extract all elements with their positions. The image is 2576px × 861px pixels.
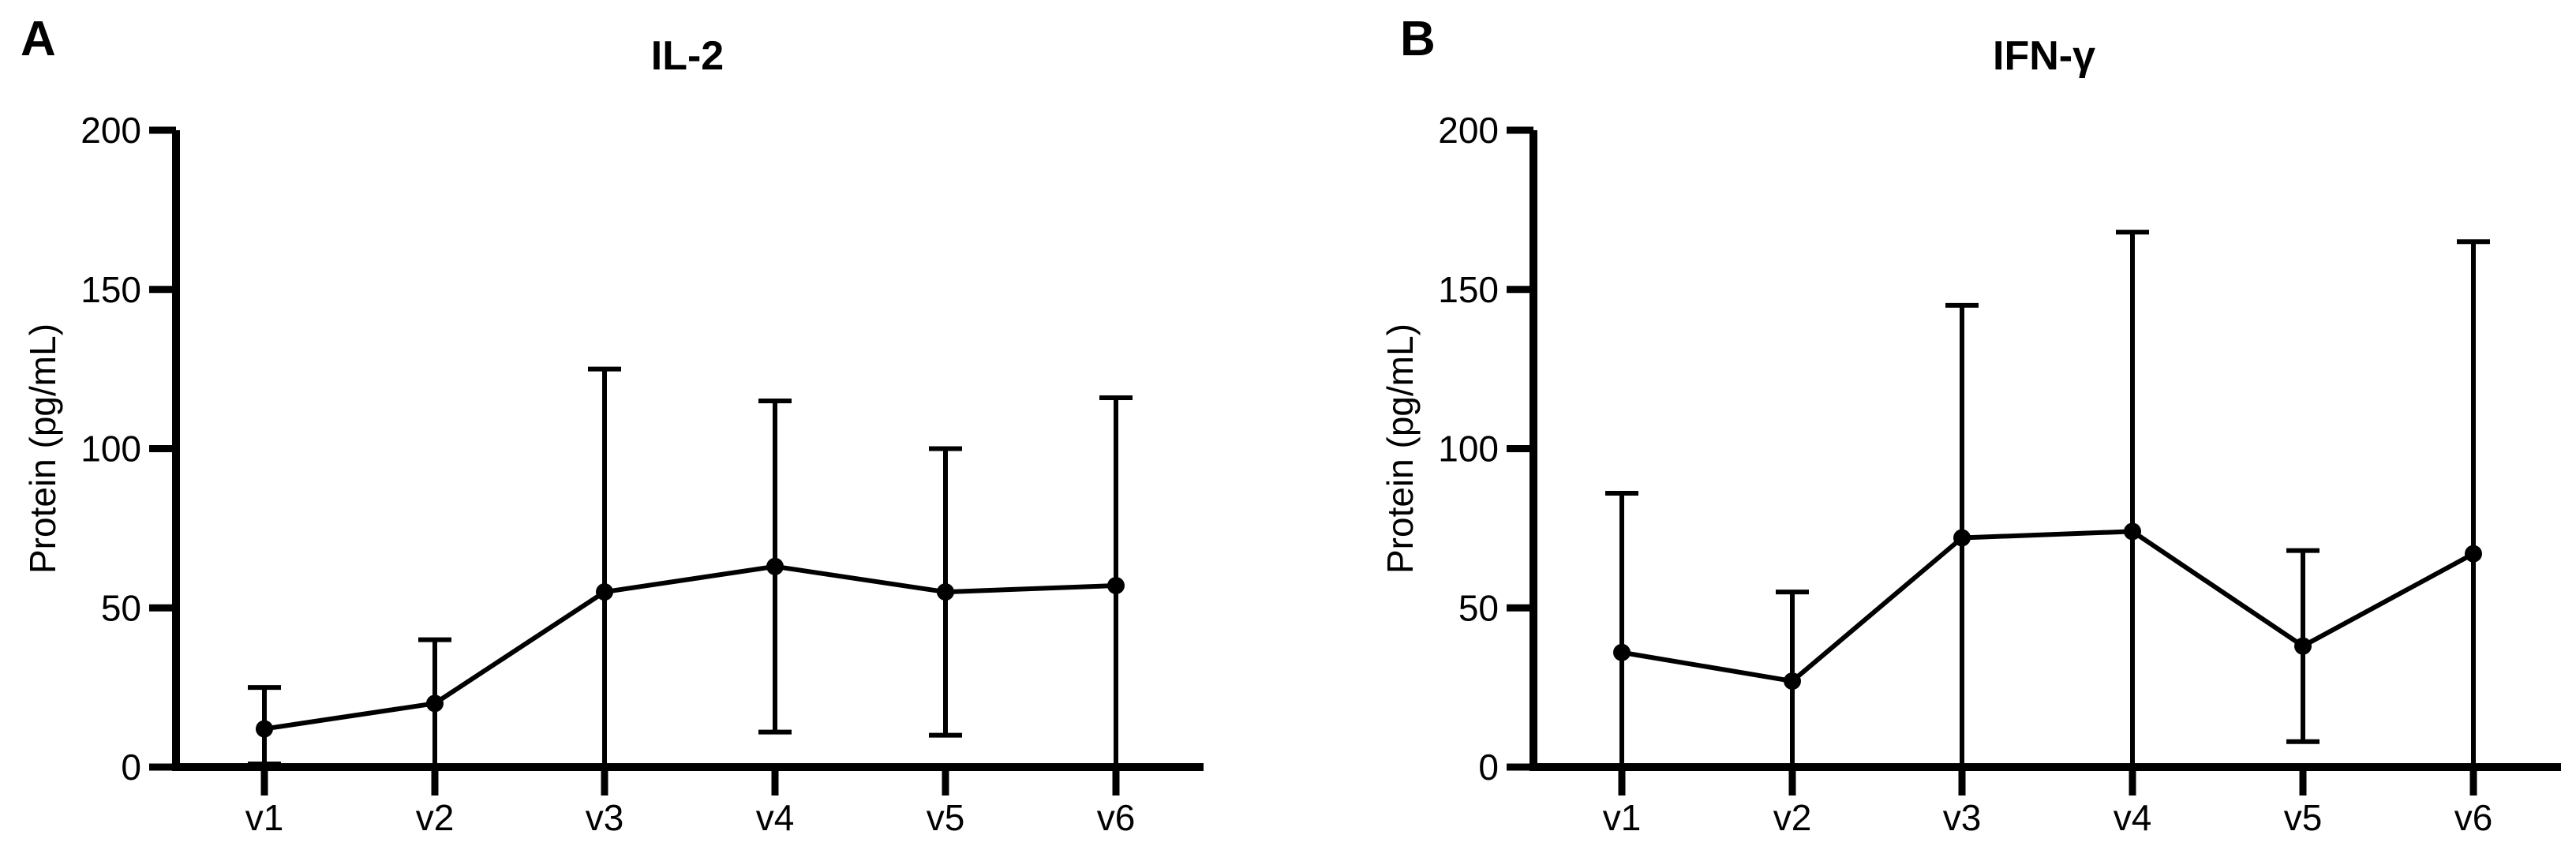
chart-title: IFN-γ [1993, 33, 2095, 79]
datapoint-v5 [2294, 637, 2312, 655]
datapoint-v2 [426, 694, 444, 713]
y-tick-label: 150 [80, 269, 141, 310]
panel-letter: B [1400, 12, 1436, 66]
datapoint-v4 [766, 557, 784, 575]
x-tick-label: v5 [2284, 797, 2323, 838]
x-tick-label: v6 [1097, 797, 1136, 838]
datapoint-v6 [1107, 577, 1125, 595]
mean-line [1621, 529, 2475, 684]
x-tick-label: v3 [586, 797, 624, 838]
errorbar-v3 [588, 366, 621, 769]
y-tick-label: 50 [101, 587, 141, 628]
y-tick-label: 100 [80, 429, 141, 470]
x-tick-label: v4 [756, 797, 795, 838]
datapoint-v4 [2124, 522, 2141, 541]
errorbar-v6 [2457, 239, 2490, 769]
y-tick-label: 0 [121, 747, 141, 788]
x-tick-label: v5 [927, 797, 965, 838]
panel-A: A IL-2 Protein (pg/mL) 0 50 100 150 200 v1 v2 v3 v4… [21, 12, 1204, 838]
x-tick-label: v4 [2114, 797, 2152, 838]
chart-title: IL-2 [651, 33, 724, 79]
x-tick-label: v1 [245, 797, 284, 838]
y-tick-label: 200 [1438, 110, 1499, 151]
x-tick-label: v2 [416, 797, 455, 838]
mean-line [264, 563, 1117, 732]
y-tick-label: 150 [1438, 269, 1499, 310]
panel-B: B IFN-γ Protein (pg/mL) 0 50 100 150 200 v1 v2 v3 v… [1380, 12, 2561, 838]
datapoint-v3 [1953, 529, 1971, 547]
y-tick-label: 100 [1438, 429, 1499, 470]
y-axis-label: Protein (pg/mL) [22, 324, 63, 574]
y-tick-label: 50 [1458, 587, 1499, 628]
datapoint-v3 [596, 583, 613, 601]
datapoint-v5 [937, 583, 954, 601]
x-tick-label: v1 [1603, 797, 1642, 838]
x-tick-label: v3 [1943, 797, 1982, 838]
datapoint-v1 [256, 720, 273, 738]
datapoint-v2 [1784, 672, 1801, 691]
y-tick-label: 0 [1478, 747, 1499, 788]
datapoint-v6 [2465, 545, 2482, 563]
errorbar-v4 [2116, 230, 2149, 769]
y-axis-label: Protein (pg/mL) [1380, 324, 1421, 574]
datapoint-v1 [1613, 643, 1631, 661]
errorbar-v1 [1605, 490, 1638, 769]
x-tick-label: v2 [1773, 797, 1812, 838]
x-tick-label: v6 [2454, 797, 2493, 838]
y-tick-label: 200 [80, 110, 141, 151]
panel-letter: A [21, 12, 56, 66]
